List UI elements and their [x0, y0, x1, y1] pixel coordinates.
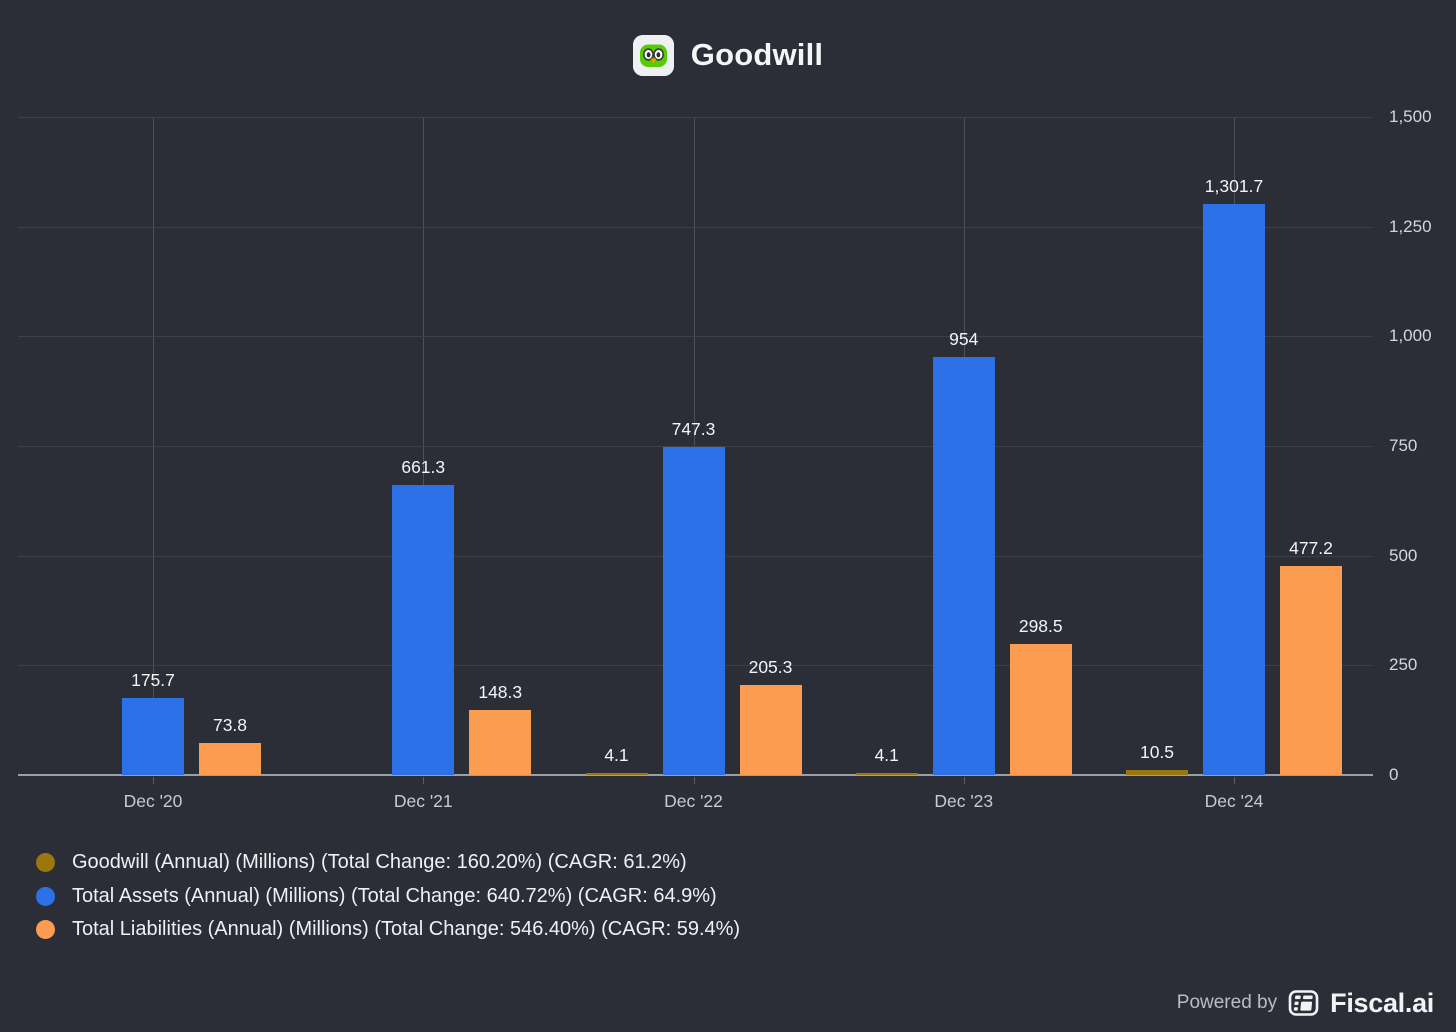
fiscal-ai-logo-icon	[1288, 989, 1319, 1017]
legend-item-total-liabilities: Total Liabilities (Annual) (Millions) (T…	[36, 913, 740, 947]
x-axis-label: Dec '22	[664, 791, 723, 811]
duolingo-owl-icon	[632, 34, 674, 76]
header: Goodwill	[0, 29, 1456, 81]
horizontal-gridline	[18, 226, 1373, 228]
total-liabilities-bar-value-label: 73.8	[212, 714, 248, 735]
x-axis-line	[18, 774, 1373, 776]
y-axis-label: 500	[1389, 545, 1418, 565]
legend-label: Total Liabilities (Annual) (Millions) (T…	[72, 918, 741, 941]
x-axis-tick	[1234, 777, 1235, 784]
goodwill-bar-value-label: 10.5	[1139, 742, 1175, 763]
goodwill-bar-value-label: 4.1	[604, 745, 629, 765]
goodwill-bar	[1126, 770, 1188, 775]
total-assets-bar-value-label: 954	[949, 328, 979, 349]
total-liabilities-bar	[469, 709, 532, 775]
legend-label: Goodwill (Annual) (Millions) (Total Chan…	[72, 851, 687, 874]
legend-label: Total Assets (Annual) (Millions) (Total …	[72, 884, 717, 907]
powered-by-text: Powered by	[1176, 992, 1278, 1013]
total-liabilities-bar-value-label: 148.3	[478, 681, 523, 702]
legend-item-total-assets: Total Assets (Annual) (Millions) (Total …	[36, 880, 740, 914]
legend-item-goodwill: Goodwill (Annual) (Millions) (Total Chan…	[36, 846, 740, 880]
total-assets-bar	[662, 447, 725, 775]
total-liabilities-bar	[739, 684, 802, 775]
total-liabilities-bar	[1009, 644, 1072, 775]
total-liabilities-legend-dot-icon	[36, 920, 55, 940]
chart-legend: Goodwill (Annual) (Millions) (Total Chan…	[36, 846, 740, 947]
footer-attribution: Powered by Fiscal.ai	[1176, 984, 1435, 1022]
total-liabilities-bar-value-label: 205.3	[748, 656, 793, 677]
goodwill-bar	[855, 773, 918, 775]
y-axis-label: 1,000	[1389, 326, 1432, 346]
total-liabilities-bar	[199, 742, 261, 775]
total-assets-bar	[1203, 203, 1265, 775]
total-assets-bar-value-label: 747.3	[671, 419, 716, 440]
total-assets-bar	[122, 697, 184, 775]
total-liabilities-bar-value-label: 298.5	[1018, 616, 1063, 637]
y-axis-label: 1,500	[1389, 107, 1432, 126]
x-axis-label: Dec '20	[123, 791, 183, 811]
horizontal-gridline	[18, 117, 1373, 118]
x-axis-tick	[423, 777, 425, 784]
total-liabilities-bar	[1280, 565, 1342, 775]
total-assets-bar-value-label: 175.7	[131, 669, 175, 690]
x-axis-label: Dec '23	[934, 791, 994, 811]
goodwill-bar	[585, 773, 648, 775]
x-axis-tick	[693, 777, 695, 784]
horizontal-gridline	[18, 336, 1373, 338]
y-axis-label: 1,250	[1389, 216, 1432, 236]
x-axis-tick	[153, 777, 154, 784]
total-assets-legend-dot-icon	[36, 886, 55, 906]
x-axis-label: Dec '21	[393, 791, 453, 811]
goodwill-bar-value-label: 4.1	[874, 745, 899, 765]
y-axis-label: 250	[1389, 655, 1418, 675]
page-title: Goodwill	[690, 37, 824, 72]
total-liabilities-bar-value-label: 477.2	[1289, 537, 1333, 558]
horizontal-gridline	[18, 446, 1373, 447]
brand-name: Fiscal.ai	[1330, 987, 1434, 1018]
total-assets-bar	[392, 484, 455, 775]
total-assets-bar-value-label: 1,301.7	[1204, 175, 1264, 196]
y-axis-label: 0	[1389, 765, 1399, 784]
y-axis-label: 750	[1389, 436, 1418, 455]
x-axis-tick	[963, 777, 965, 784]
goodwill-legend-dot-icon	[36, 853, 55, 873]
total-assets-bar-value-label: 661.3	[401, 456, 446, 477]
x-axis-label: Dec '24	[1204, 791, 1264, 811]
total-assets-bar	[932, 356, 995, 775]
